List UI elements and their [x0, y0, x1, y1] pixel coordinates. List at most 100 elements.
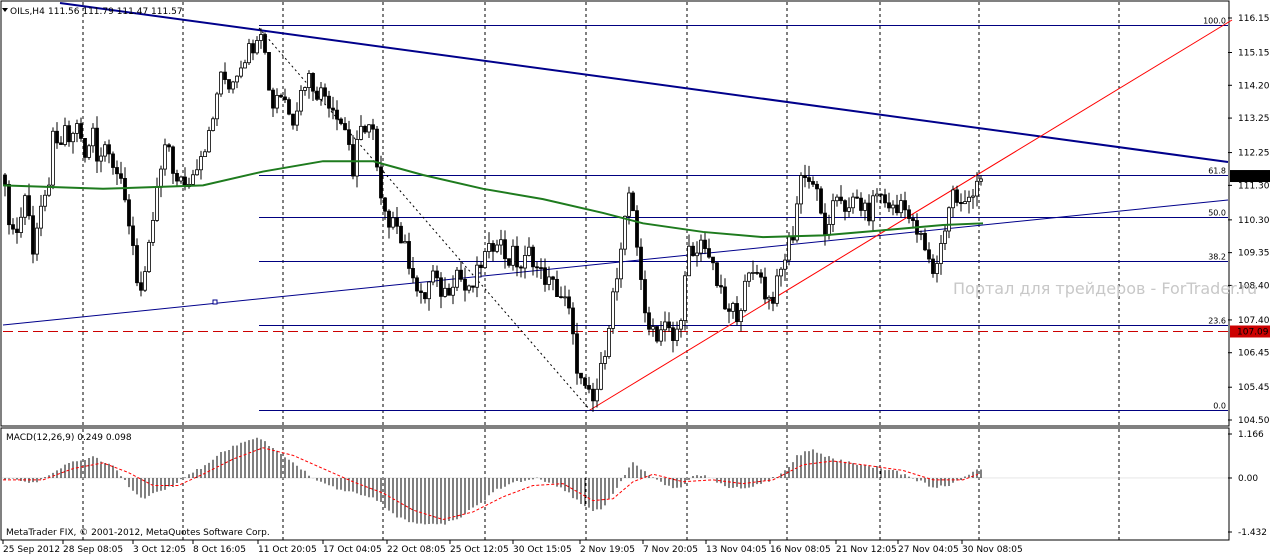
candle-body	[219, 71, 223, 95]
watermark: Портал для трейдеров - ForTrader.ru	[953, 279, 1257, 298]
candle-body	[951, 189, 955, 209]
candle-body	[687, 245, 691, 277]
candle-body	[515, 245, 519, 268]
candle-body	[583, 377, 587, 386]
candle-body	[715, 262, 719, 286]
candle-body	[547, 276, 551, 285]
candle-body	[967, 196, 971, 202]
candle-body	[907, 209, 911, 219]
candle-body	[831, 200, 835, 225]
candle-body	[203, 151, 207, 158]
candle-body	[443, 287, 447, 297]
candle-body	[899, 200, 903, 214]
candle-body	[855, 196, 859, 199]
y-tick-label: 109.35	[1238, 249, 1270, 259]
current-price-tag	[1230, 170, 1270, 183]
candle-body	[23, 195, 27, 218]
candle-body	[179, 176, 183, 182]
candle-body	[919, 232, 923, 235]
candle-body	[359, 125, 363, 140]
candle-body	[535, 266, 539, 269]
candle-body	[607, 328, 611, 357]
ohlc-label: 111.56 111.79 111.47 111.57	[48, 7, 183, 17]
candle-body	[71, 132, 75, 143]
candle-body	[875, 193, 879, 197]
candle-body	[427, 281, 431, 300]
candle-body	[519, 266, 523, 269]
x-tick-label: 13 Nov 04:05	[706, 545, 767, 555]
candle-body	[343, 123, 347, 131]
candle-body	[895, 204, 899, 214]
candle-body	[411, 268, 415, 279]
y-tick-label: 113.25	[1238, 114, 1270, 124]
candle-body	[743, 280, 747, 311]
fibonacci-levels: 100.0 61.8 50.0 38.2 23.6 0.0	[3, 17, 1228, 411]
fib-base-line	[258, 27, 591, 411]
candle-body	[699, 239, 703, 254]
y-tick-label: 107.40	[1238, 316, 1270, 326]
candle-body	[579, 372, 583, 379]
candle-body	[79, 123, 83, 139]
symbol-label: OILs,H4	[10, 7, 45, 17]
candle-body	[635, 210, 639, 248]
macd-y-tick-label: 1.166	[1238, 430, 1264, 440]
candle-body	[979, 178, 983, 182]
candle-body	[843, 200, 847, 212]
support-price-label: 107.09	[1237, 328, 1269, 338]
candle-body	[747, 272, 751, 282]
candle-body	[923, 232, 927, 251]
candle-body	[935, 263, 939, 274]
candle-body	[667, 321, 671, 329]
candle-body	[91, 127, 95, 147]
candle-body	[963, 201, 967, 205]
candle-body	[455, 269, 459, 288]
candle-body	[587, 385, 591, 390]
candle-body	[815, 183, 819, 190]
candle-body	[175, 173, 179, 182]
candle-body	[207, 130, 211, 153]
candle-body	[671, 327, 675, 341]
candle-body	[115, 167, 119, 175]
candle-body	[415, 277, 419, 292]
candle-body	[647, 312, 651, 330]
candle-body	[295, 110, 299, 126]
candle-body	[87, 145, 91, 158]
candle-body	[75, 123, 79, 134]
candle-body	[527, 246, 531, 256]
candle-body	[511, 245, 515, 266]
price-panel-border	[0, 0, 1230, 427]
candle-body	[323, 87, 327, 97]
candle-body	[123, 177, 127, 201]
candle-body	[27, 195, 31, 217]
candle-body	[99, 155, 103, 162]
candle-body	[291, 113, 295, 126]
y-tick-label: 112.25	[1238, 149, 1270, 159]
candle-body	[459, 269, 463, 280]
ascending-trendline	[2, 199, 1229, 326]
grid	[82, 2, 1120, 540]
candle-body	[431, 270, 435, 283]
candle-body	[39, 205, 43, 229]
candle-body	[775, 275, 779, 304]
candle-body	[223, 71, 227, 80]
x-tick-label: 3 Oct 12:05	[133, 545, 186, 555]
candle-body	[835, 196, 839, 202]
candle-body	[251, 43, 255, 54]
candle-body	[939, 243, 943, 264]
candle-body	[811, 181, 815, 185]
y-tick-label: 110.30	[1238, 216, 1270, 226]
candle-body	[55, 130, 59, 144]
candle-body	[931, 258, 935, 274]
candle-body	[683, 275, 687, 321]
fib-level-label: 23.6	[1208, 317, 1226, 326]
candle-body	[195, 169, 199, 176]
candle-body	[355, 139, 359, 177]
candle-body	[927, 249, 931, 260]
candle-body	[383, 197, 387, 212]
candle-body	[143, 271, 147, 291]
candle-body	[259, 34, 263, 41]
candle-body	[959, 202, 963, 205]
y-tick-label: 114.20	[1238, 81, 1270, 91]
candle-body	[335, 109, 339, 120]
